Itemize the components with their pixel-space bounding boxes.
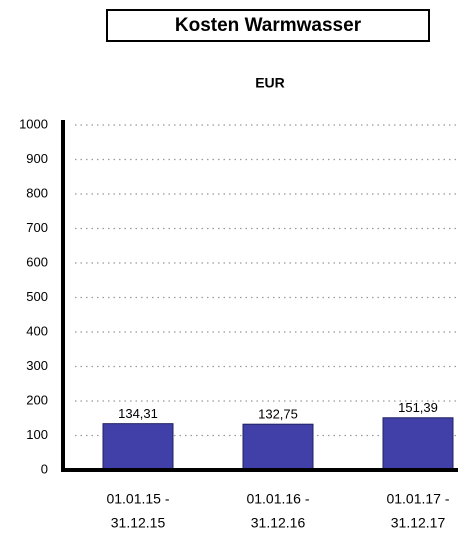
x-tick-label: 01.01.17 - xyxy=(386,491,449,507)
y-tick-label: 300 xyxy=(26,358,48,373)
y-tick-label: 200 xyxy=(26,392,48,407)
x-tick-label: 31.12.15 xyxy=(111,515,166,531)
y-tick-label: 0 xyxy=(41,461,48,476)
y-tick-label: 500 xyxy=(26,289,48,304)
y-tick-label: 900 xyxy=(26,151,48,166)
y-tick-label: 100 xyxy=(26,427,48,442)
bar xyxy=(382,417,454,471)
bar xyxy=(242,423,314,471)
y-tick-label: 700 xyxy=(26,220,48,235)
x-tick-label: 01.01.15 - xyxy=(106,491,169,507)
title-box xyxy=(106,9,430,42)
y-tick-label: 400 xyxy=(26,323,48,338)
value-label: 132,75 xyxy=(258,407,298,422)
value-label: 134,31 xyxy=(118,406,158,421)
y-axis-title: EUR xyxy=(255,75,285,91)
bar xyxy=(102,423,174,471)
y-tick-label: 600 xyxy=(26,254,48,269)
x-tick-label: 31.12.17 xyxy=(391,515,446,531)
y-tick-label: 800 xyxy=(26,185,48,200)
x-tick-label: 01.01.16 - xyxy=(246,491,309,507)
x-tick-label: 31.12.16 xyxy=(251,515,306,531)
value-label: 151,39 xyxy=(398,400,438,415)
chart-title: Kosten Warmwasser xyxy=(175,15,362,36)
y-tick-label: 1000 xyxy=(19,116,48,131)
